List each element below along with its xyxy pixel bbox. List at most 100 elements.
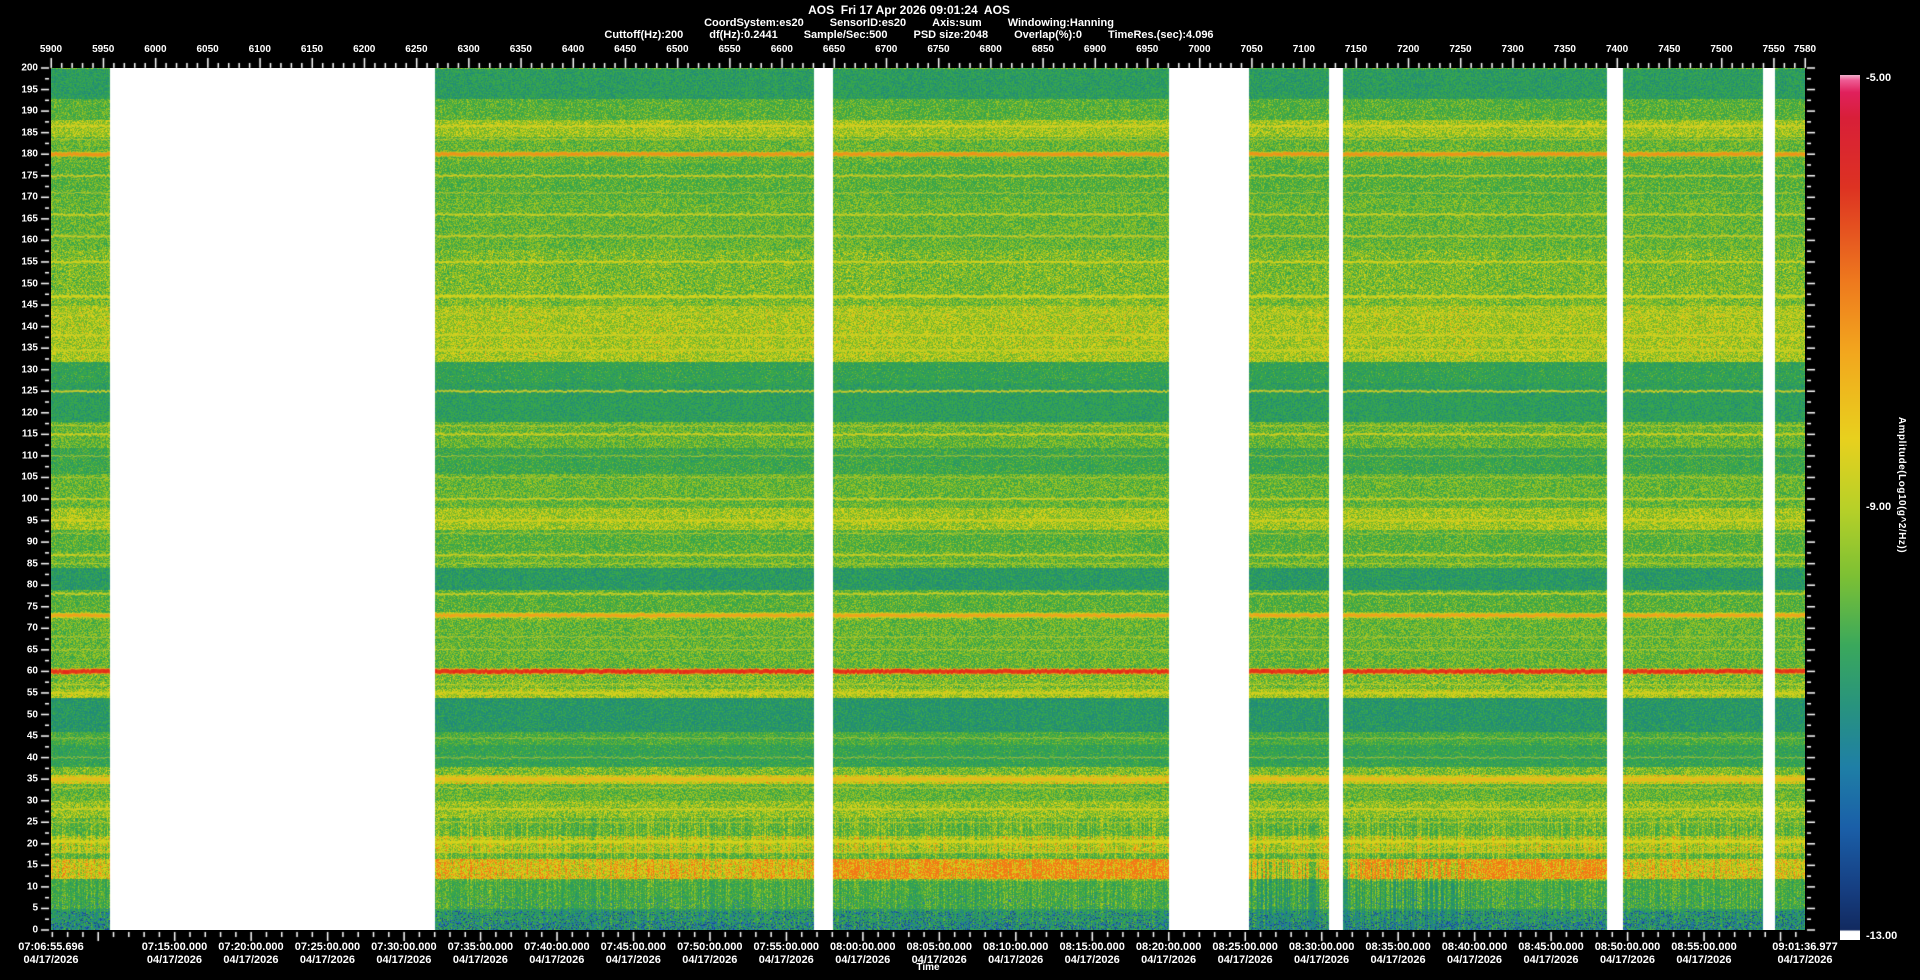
time-tick-label: 07:25:00.000 04/17/2026 [295,941,360,967]
frequency-tick-label: 45 [6,731,38,742]
date-value: 04/17/2026 [1671,954,1736,967]
top-axis-tick-label: 6850 [1032,44,1054,55]
time-value: 08:05:00.000 [906,941,971,954]
top-axis-tick-label: 6600 [771,44,793,55]
frequency-tick-label: 25 [6,817,38,828]
frequency-tick-label: 90 [6,537,38,548]
time-tick-label: 08:20:00.000 04/17/2026 [1136,941,1201,967]
date-value: 04/17/2026 [754,954,819,967]
frequency-tick-label: 95 [6,515,38,526]
time-tick-label: 07:40:00.000 04/17/2026 [524,941,589,967]
top-axis-tick-label: 6350 [510,44,532,55]
date-value: 04/17/2026 [1136,954,1201,967]
top-axis-tick-label: 7250 [1449,44,1471,55]
frequency-tick-label: 145 [6,300,38,311]
top-axis-tick-label: 7550 [1763,44,1785,55]
top-axis-tick-label: 5950 [92,44,114,55]
frequency-tick-label: 20 [6,838,38,849]
frequency-tick-label: 200 [6,63,38,74]
frequency-tick-label: 70 [6,623,38,634]
header-params-line1: CoordSystem:es20 SensorID:es20 Axis:sum Win… [0,17,1818,29]
top-axis-tick-label: 7200 [1397,44,1419,55]
top-axis-tick-label: 6200 [353,44,375,55]
header-param: Windowing:Hanning [1008,17,1114,29]
date-value: 04/17/2026 [677,954,742,967]
spectrogram-plot[interactable] [51,68,1805,930]
date-value: 04/17/2026 [1772,954,1837,967]
top-axis-tick-label: 6650 [823,44,845,55]
frequency-tick-label: 170 [6,192,38,203]
frequency-tick-label: 5 [6,903,38,914]
time-tick-label: 08:25:00.000 04/17/2026 [1212,941,1277,967]
time-axis-title: Time [916,962,939,973]
header-param: CoordSystem:es20 [704,17,804,29]
time-tick-label: 09:01:36.977 04/17/2026 [1772,941,1837,967]
time-tick-label: 08:55:00.000 04/17/2026 [1671,941,1736,967]
date-value: 04/17/2026 [1212,954,1277,967]
frequency-tick-label: 0 [6,925,38,936]
date-value: 04/17/2026 [1442,954,1507,967]
date-value: 04/17/2026 [218,954,283,967]
frequency-tick-label: 140 [6,321,38,332]
date-value: 04/17/2026 [1518,954,1583,967]
header-param: Overlap(%):0 [1014,29,1082,41]
time-value: 08:45:00.000 [1518,941,1583,954]
time-value: 07:50:00.000 [677,941,742,954]
header-param: df(Hz):0.2441 [709,29,777,41]
date-value: 04/17/2026 [295,954,360,967]
time-tick-label: 07:30:00.000 04/17/2026 [371,941,436,967]
colorbar-tick-label: -13.00 [1866,930,1897,942]
time-tick-label: 07:50:00.000 04/17/2026 [677,941,742,967]
time-value: 08:15:00.000 [1059,941,1124,954]
date-value: 04/17/2026 [1059,954,1124,967]
frequency-tick-label: 130 [6,364,38,375]
time-tick-label: 07:06:55.696 04/17/2026 [18,941,83,967]
colorbar-tick-label: -5.00 [1866,72,1891,84]
time-value: 07:40:00.000 [524,941,589,954]
frequency-tick-label: 40 [6,752,38,763]
top-axis-tick-label: 7300 [1502,44,1524,55]
time-value: 07:35:00.000 [448,941,513,954]
frequency-tick-label: 35 [6,774,38,785]
top-axis-tick-label: 7580 [1794,44,1816,55]
date-value: 04/17/2026 [601,954,666,967]
top-axis-tick-label: 7100 [1293,44,1315,55]
frequency-tick-label: 60 [6,666,38,677]
time-tick-label: 07:15:00.000 04/17/2026 [142,941,207,967]
frequency-tick-label: 120 [6,407,38,418]
top-axis-tick-label: 7400 [1606,44,1628,55]
time-tick-label: 08:45:00.000 04/17/2026 [1518,941,1583,967]
date-value: 04/17/2026 [371,954,436,967]
frequency-tick-label: 155 [6,256,38,267]
top-axis-tick-label: 6700 [875,44,897,55]
top-axis-tick-label: 6100 [249,44,271,55]
time-tick-label: 08:10:00.000 04/17/2026 [983,941,1048,967]
top-axis-tick-label: 7500 [1710,44,1732,55]
time-value: 07:25:00.000 [295,941,360,954]
date-value: 04/17/2026 [1365,954,1430,967]
frequency-tick-label: 55 [6,687,38,698]
top-axis-tick-label: 5900 [40,44,62,55]
time-value: 08:25:00.000 [1212,941,1277,954]
frequency-tick-label: 100 [6,494,38,505]
frequency-tick-label: 75 [6,601,38,612]
frequency-tick-label: 105 [6,472,38,483]
frequency-tick-label: 85 [6,558,38,569]
header-param: PSD size:2048 [914,29,989,41]
time-tick-label: 07:20:00.000 04/17/2026 [218,941,283,967]
top-axis-tick-label: 6250 [405,44,427,55]
time-value: 08:20:00.000 [1136,941,1201,954]
time-tick-label: 08:00:00.000 04/17/2026 [830,941,895,967]
time-value: 07:55:00.000 [754,941,819,954]
time-value: 08:10:00.000 [983,941,1048,954]
time-value: 08:35:00.000 [1365,941,1430,954]
frequency-tick-label: 160 [6,235,38,246]
time-value: 08:55:00.000 [1671,941,1736,954]
top-axis-tick-label: 6750 [927,44,949,55]
date-value: 04/17/2026 [1289,954,1354,967]
time-tick-label: 08:15:00.000 04/17/2026 [1059,941,1124,967]
time-value: 07:06:55.696 [18,941,83,954]
header-param: SensorID:es20 [830,17,906,29]
top-axis-tick-label: 6550 [719,44,741,55]
time-value: 08:30:00.000 [1289,941,1354,954]
